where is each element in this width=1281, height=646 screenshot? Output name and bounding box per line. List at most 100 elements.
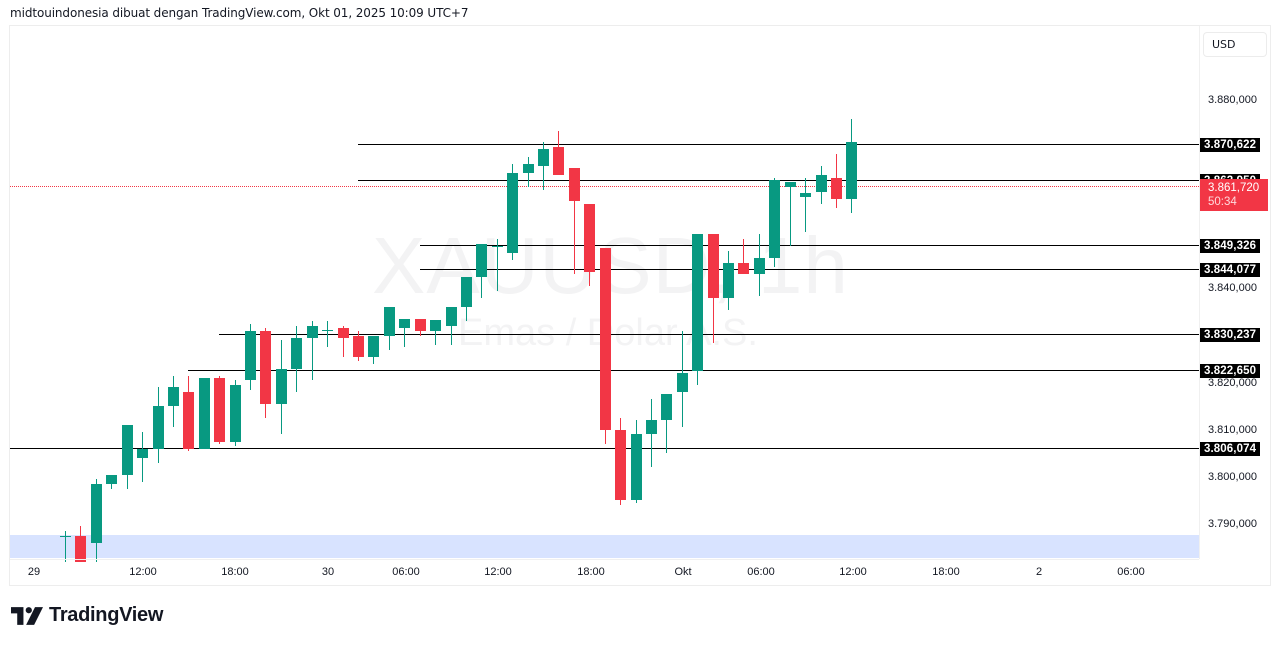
horizontal-line[interactable] bbox=[420, 269, 1199, 270]
current-price-label: 3.861,720 50:34 bbox=[1200, 179, 1268, 211]
candle-up bbox=[307, 326, 318, 338]
candle-up bbox=[430, 320, 441, 332]
time-tick-label: 12:00 bbox=[129, 566, 157, 578]
horizontal-line[interactable] bbox=[358, 144, 1199, 145]
candle-wick bbox=[327, 321, 328, 348]
candle-up bbox=[538, 149, 549, 166]
candle-down bbox=[615, 429, 626, 501]
candle-up bbox=[168, 387, 179, 407]
tradingview-logo-text: TradingView bbox=[49, 604, 164, 626]
candle-up bbox=[199, 377, 210, 449]
time-tick-label: 30 bbox=[321, 566, 335, 578]
time-tick-label: 06:00 bbox=[1117, 566, 1145, 578]
candle-up bbox=[153, 406, 164, 449]
price-tick-label: 3.820,000 bbox=[1208, 376, 1257, 389]
time-tick-label: Okt bbox=[674, 566, 692, 578]
candle-down bbox=[75, 535, 86, 562]
candle-up bbox=[816, 175, 827, 192]
session-highlight-band bbox=[10, 535, 1199, 558]
candle-up bbox=[661, 394, 672, 421]
candle-up bbox=[245, 330, 256, 381]
horizontal-line-price-label: 3.830,237 bbox=[1200, 327, 1261, 342]
chart-caption: midtouindonesia dibuat dengan TradingVie… bbox=[10, 6, 469, 20]
time-axis[interactable]: 29 12:00 18:00 30 06:00 12:00 18:00 Okt 06:00 12:… bbox=[10, 559, 1199, 586]
candle-wick bbox=[65, 531, 66, 562]
candle-wick bbox=[574, 168, 575, 275]
time-tick-label: 2 bbox=[1035, 566, 1043, 578]
candle-up bbox=[507, 173, 518, 254]
time-tick-label: 18:00 bbox=[932, 566, 960, 578]
candle-wick bbox=[805, 177, 806, 232]
candle-up bbox=[769, 180, 780, 258]
candle-up bbox=[368, 335, 379, 357]
candle-up bbox=[723, 262, 734, 298]
candle-down bbox=[584, 203, 595, 272]
time-tick-label: 12:00 bbox=[484, 566, 512, 578]
candle-up bbox=[631, 434, 642, 501]
current-price-value: 3.861,720 bbox=[1208, 182, 1260, 194]
price-scale[interactable] bbox=[1199, 26, 1270, 559]
price-tick-label: 3.840,000 bbox=[1208, 282, 1257, 295]
horizontal-line-price-label: 3.844,077 bbox=[1200, 262, 1261, 277]
candle-up bbox=[677, 373, 688, 393]
candle-up bbox=[384, 307, 395, 336]
candle-down bbox=[353, 335, 364, 357]
candle-up bbox=[446, 307, 457, 327]
candle-down bbox=[415, 319, 426, 332]
candle-up bbox=[91, 483, 102, 543]
candle-wick bbox=[743, 238, 744, 275]
candle-wick bbox=[312, 321, 313, 381]
time-tick-label: 18:00 bbox=[221, 566, 249, 578]
candle-up bbox=[646, 420, 657, 435]
current-price-line bbox=[10, 186, 1199, 187]
horizontal-line[interactable] bbox=[420, 245, 1199, 246]
candle-up bbox=[60, 535, 71, 537]
candle-down bbox=[183, 392, 194, 449]
tradingview-logo-icon bbox=[11, 606, 43, 625]
candle-up bbox=[137, 448, 148, 459]
candle-up bbox=[230, 385, 241, 442]
horizontal-line-price-label: 3.822,650 bbox=[1200, 363, 1261, 378]
candle-wick bbox=[543, 142, 544, 190]
candle-down bbox=[260, 330, 271, 404]
price-tick-label: 3.790,000 bbox=[1208, 518, 1257, 530]
candle-down bbox=[569, 168, 580, 202]
candle-up bbox=[461, 276, 472, 308]
candle-down bbox=[338, 328, 349, 338]
currency-button[interactable]: USD bbox=[1203, 32, 1267, 57]
price-tick-label: 3.810,000 bbox=[1208, 423, 1257, 436]
candle-up bbox=[399, 319, 410, 328]
candle-up bbox=[754, 257, 765, 275]
candle-down bbox=[214, 377, 225, 442]
candle-up bbox=[122, 425, 133, 475]
candle-down bbox=[708, 234, 719, 298]
candle-down bbox=[831, 177, 842, 199]
candle-up bbox=[291, 337, 302, 369]
candle-up bbox=[846, 142, 857, 199]
candle-up bbox=[322, 329, 333, 331]
price-tick-label: 3.800,000 bbox=[1208, 470, 1257, 483]
candle-up bbox=[106, 474, 117, 484]
candle-up bbox=[800, 193, 811, 197]
price-tick-label: 3.880,000 bbox=[1208, 94, 1257, 106]
horizontal-line-price-label: 3.849,326 bbox=[1200, 238, 1261, 253]
horizontal-line[interactable] bbox=[10, 448, 1199, 449]
candle-down bbox=[553, 147, 564, 176]
candle-wick bbox=[790, 182, 791, 247]
candle-down bbox=[600, 248, 611, 430]
horizontal-line[interactable] bbox=[219, 334, 1199, 335]
time-tick-label: 12:00 bbox=[839, 566, 867, 578]
candle-wick bbox=[343, 326, 344, 357]
candle-wick bbox=[666, 394, 667, 454]
bar-countdown: 50:34 bbox=[1208, 196, 1237, 208]
candle-wick bbox=[435, 320, 436, 345]
time-tick-label: 06:00 bbox=[747, 566, 775, 578]
time-tick-label: 18:00 bbox=[577, 566, 605, 578]
tradingview-logo[interactable]: TradingView bbox=[11, 604, 163, 627]
candle-up bbox=[476, 243, 487, 277]
candle-wick bbox=[497, 238, 498, 291]
candle-wick bbox=[451, 307, 452, 345]
candle-up bbox=[523, 163, 534, 174]
horizontal-line-price-label: 3.806,074 bbox=[1200, 441, 1261, 456]
